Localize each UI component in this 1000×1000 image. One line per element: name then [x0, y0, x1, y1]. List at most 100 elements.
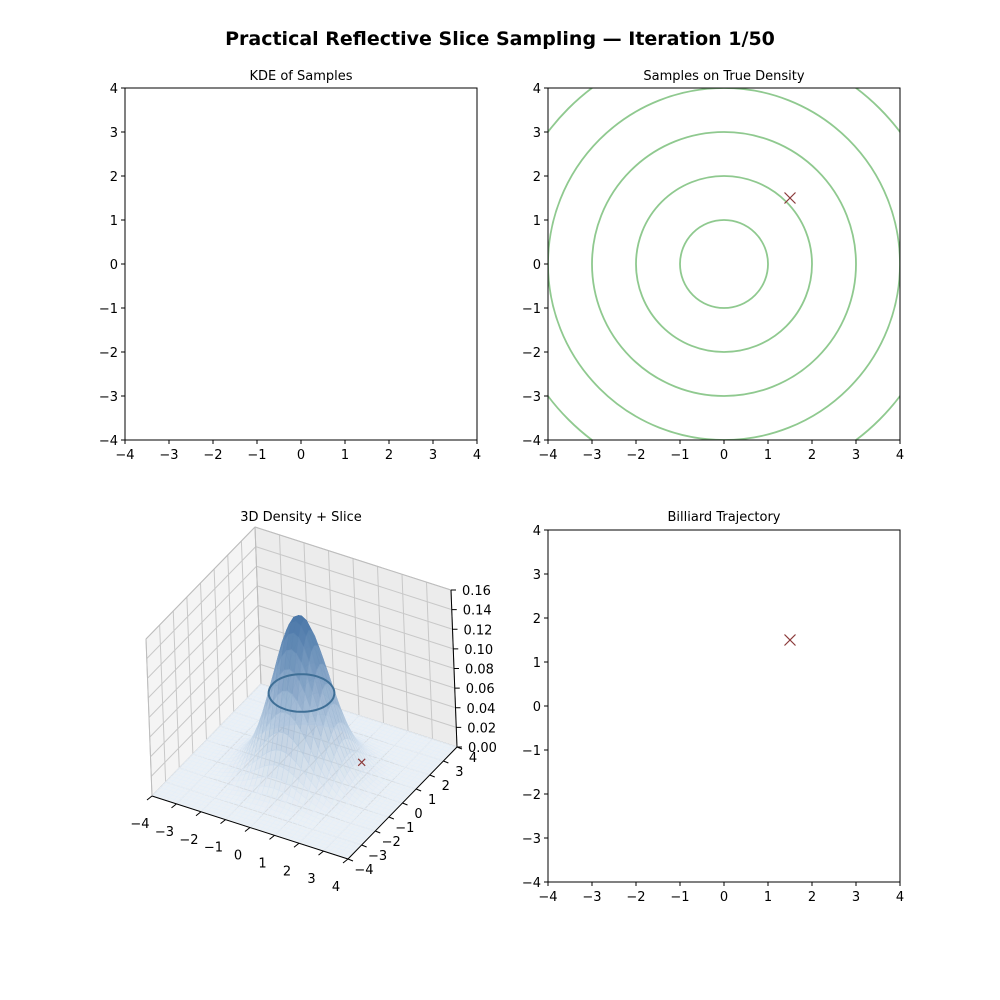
z3d-tick-label: 0.04: [467, 702, 496, 717]
billiard-xtick-label: 4: [896, 890, 904, 905]
kde-xtick-label: −2: [203, 448, 222, 463]
density-contour: [591, 131, 857, 397]
billiard-ytick-label: 3: [533, 568, 541, 583]
true-density-xtick-label: 2: [808, 448, 816, 463]
billiard-xtick-label: −4: [538, 890, 557, 905]
kde-axes: KDE of Samples −4 −3 −2 −1 0 1 2 3 4 −4 −3 −2 −1 0 1 2 3…: [99, 69, 481, 463]
kde-xtick-label: 1: [341, 448, 349, 463]
kde-ytick-label: 3: [110, 126, 118, 141]
x3d-tick-mark: [171, 803, 177, 809]
billiard-xtick-label: 0: [720, 890, 728, 905]
y3d-tick-label: −4: [354, 863, 373, 878]
true-density-xtick-label: −1: [670, 448, 689, 463]
sample-marker: [784, 192, 796, 204]
kde-xtick-label: 0: [297, 448, 305, 463]
y3d-tick-label: 1: [428, 793, 436, 808]
billiard-ytick-label: −3: [522, 832, 541, 847]
kde-xtick-label: 3: [429, 448, 437, 463]
true-density-ytick-label: 2: [533, 170, 541, 185]
x3d-tick-label: −4: [130, 817, 149, 832]
billiard-ytick-label: 4: [533, 524, 541, 539]
x3d-tick-label: −3: [155, 825, 174, 840]
sample-marker-3d: [357, 758, 366, 767]
z3d-tick-label: 0.06: [466, 682, 495, 697]
x3d-tick-mark: [269, 834, 275, 840]
density-contours: [548, 88, 900, 440]
billiard-axes: Billiard Trajectory −4 −3 −2 −1 0 1 2 3 4 −4 −3 −2 −…: [522, 510, 904, 905]
y3d-tick-mark: [347, 858, 354, 862]
kde-ytick-label: −4: [99, 434, 118, 449]
kde-title: KDE of Samples: [249, 69, 352, 84]
y3d-tick-mark: [443, 760, 449, 764]
true-density-ytick-label: −1: [522, 302, 541, 317]
true-density-xtick-label: 3: [852, 448, 860, 463]
x3d-tick-label: 0: [234, 849, 242, 864]
y3d-tick-label: −1: [395, 821, 414, 836]
kde-ytick-label: −1: [99, 302, 118, 317]
true-density-xtick-label: 0: [720, 448, 728, 463]
density-surface: [151, 614, 458, 860]
kde-xtick-label: −3: [159, 448, 178, 463]
kde-xtick-label: −1: [247, 448, 266, 463]
y3d-tick-label: −3: [368, 849, 387, 864]
true-density-ytick-label: 0: [533, 258, 541, 273]
true-density-ytick-label: 1: [533, 214, 541, 229]
billiard-xtick-label: −1: [670, 890, 689, 905]
billiard-xtick-label: −2: [626, 890, 645, 905]
true-density-ytick-label: −3: [522, 390, 541, 405]
z3d-tick-label: 0.00: [468, 741, 497, 756]
y3d-tick-mark: [402, 802, 408, 806]
billiard-ytick-label: 1: [533, 656, 541, 671]
billiard-title: Billiard Trajectory: [667, 510, 780, 525]
z3d-tick-label: 0.08: [465, 663, 494, 678]
z3d-tick-label: 0.10: [464, 643, 493, 658]
x3d-tick-mark: [244, 827, 251, 832]
y3d-tick-mark: [388, 816, 395, 820]
true-density-title: Samples on True Density: [643, 69, 804, 84]
kde-xtick-label: 2: [385, 448, 393, 463]
figure-title: Practical Reflective Slice Sampling — It…: [225, 28, 775, 50]
billiard-ytick-label: 2: [533, 612, 541, 627]
kde-ytick-label: 4: [110, 82, 118, 97]
y3d-tick-label: −2: [382, 835, 401, 850]
x3d-tick-mark: [195, 811, 202, 817]
kde-xtick-label: 4: [473, 448, 481, 463]
slice-ring: [267, 673, 336, 713]
z3d-tick-label: 0.12: [464, 623, 493, 638]
density-contour: [679, 219, 769, 309]
x3d-tick-mark: [146, 795, 153, 801]
billiard-xtick-label: 1: [764, 890, 772, 905]
z3d-tick-label: 0.16: [462, 584, 491, 599]
kde-ytick-label: −3: [99, 390, 118, 405]
true-density-xtick-label: 1: [764, 448, 772, 463]
billiard-ytick-label: −4: [522, 876, 541, 891]
billiard-xtick-label: 2: [808, 890, 816, 905]
density-3d-title: 3D Density + Slice: [240, 510, 362, 525]
kde-ytick-label: 1: [110, 214, 118, 229]
true-density-axes: Samples on True Density −4 −3 −2 −1 0 1 2 3 4 −4 −…: [522, 69, 904, 463]
y3d-tick-mark: [415, 788, 422, 792]
true-density-ytick-label: −2: [522, 346, 541, 361]
true-density-xtick-label: 4: [896, 448, 904, 463]
x3d-tick-label: −1: [204, 841, 223, 856]
x3d-tick-label: −2: [179, 833, 198, 848]
x3d-tick-label: 2: [283, 864, 291, 879]
true-density-xtick-label: −3: [582, 448, 601, 463]
kde-ytick-label: 0: [110, 258, 118, 273]
y3d-tick-label: 0: [414, 807, 422, 822]
y3d-tick-label: 4: [469, 751, 477, 766]
density-3d-axes: 3D Density + Slice −4−3−2−101234−4−3−2−1…: [130, 510, 497, 895]
billiard-xtick-label: 3: [852, 890, 860, 905]
kde-xtick-label: −4: [115, 448, 134, 463]
y3d-tick-mark: [375, 830, 381, 834]
kde-ytick-label: 2: [110, 170, 118, 185]
x3d-tick-label: 4: [332, 880, 340, 895]
x3d-tick-mark: [342, 858, 349, 864]
z3d-tick-label: 0.14: [463, 604, 492, 619]
x3d-tick-mark: [318, 850, 324, 856]
density-contour: [635, 175, 813, 353]
billiard-ytick-label: −2: [522, 788, 541, 803]
y3d-tick-mark: [429, 774, 435, 778]
sample-marker: [784, 634, 796, 646]
